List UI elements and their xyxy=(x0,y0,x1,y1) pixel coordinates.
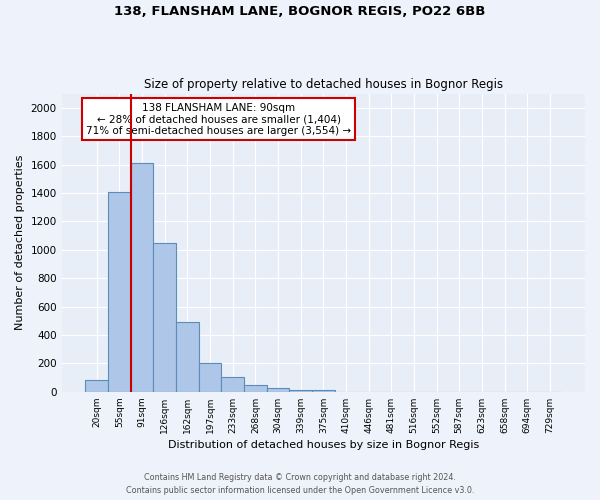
Text: 138 FLANSHAM LANE: 90sqm
← 28% of detached houses are smaller (1,404)
71% of sem: 138 FLANSHAM LANE: 90sqm ← 28% of detach… xyxy=(86,102,351,136)
Text: 138, FLANSHAM LANE, BOGNOR REGIS, PO22 6BB: 138, FLANSHAM LANE, BOGNOR REGIS, PO22 6… xyxy=(115,5,485,18)
Bar xyxy=(221,377,244,392)
Bar xyxy=(289,390,312,392)
Bar xyxy=(85,380,108,392)
Text: Contains HM Land Registry data © Crown copyright and database right 2024.
Contai: Contains HM Land Registry data © Crown c… xyxy=(126,474,474,495)
Bar xyxy=(199,362,221,392)
Bar xyxy=(244,386,266,392)
Bar xyxy=(312,390,335,392)
Bar xyxy=(108,192,131,392)
X-axis label: Distribution of detached houses by size in Bognor Regis: Distribution of detached houses by size … xyxy=(168,440,479,450)
Y-axis label: Number of detached properties: Number of detached properties xyxy=(15,155,25,330)
Bar xyxy=(176,322,199,392)
Bar xyxy=(266,388,289,392)
Title: Size of property relative to detached houses in Bognor Regis: Size of property relative to detached ho… xyxy=(144,78,503,91)
Bar xyxy=(154,242,176,392)
Bar xyxy=(131,163,154,392)
